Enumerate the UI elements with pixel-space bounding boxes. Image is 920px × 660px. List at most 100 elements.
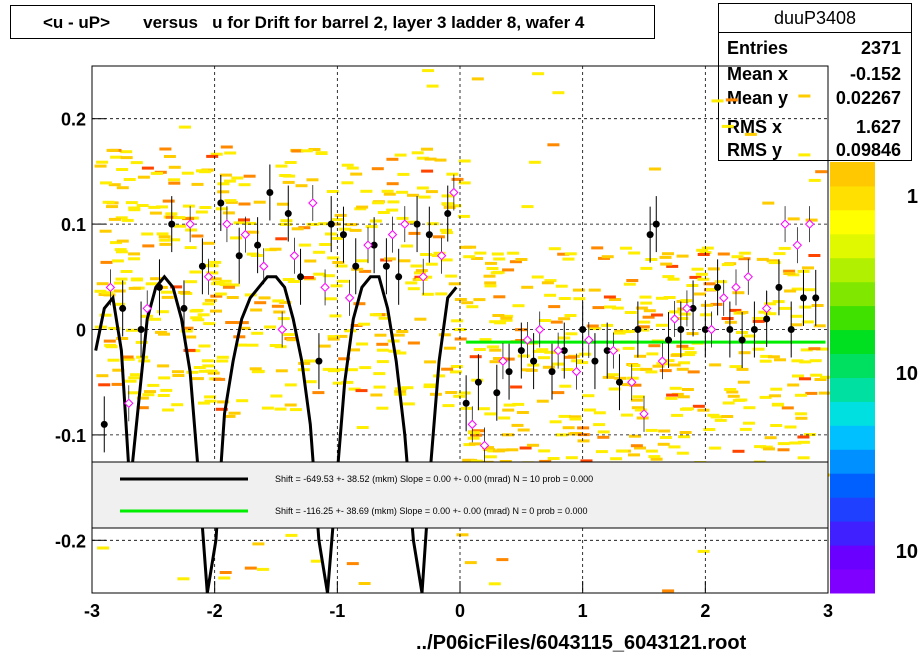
colz-cell (312, 391, 324, 394)
colz-cell (493, 295, 505, 298)
colz-cell (377, 360, 389, 363)
colz-cell (191, 235, 203, 238)
colz-cell (513, 304, 525, 307)
colz-cell (95, 165, 107, 168)
colz-cell (199, 170, 211, 173)
colz-cell (278, 317, 290, 320)
profile-point (530, 358, 537, 365)
colz-cell (697, 409, 709, 412)
colz-cell (702, 247, 714, 250)
colz-cell (372, 201, 384, 204)
colz-cell (198, 313, 210, 316)
colz-cell (401, 386, 413, 389)
colz-cell (538, 449, 550, 452)
colz-cell (806, 219, 818, 222)
colz-cell (217, 356, 229, 359)
colz-cell (122, 219, 134, 222)
colz-cell (808, 347, 820, 350)
colz-cell (223, 286, 235, 289)
colz-cell (721, 415, 733, 418)
colz-cell (107, 149, 119, 152)
colz-cell (610, 457, 622, 460)
colz-cell (313, 251, 325, 254)
colz-cell (335, 214, 347, 217)
colz-cell (738, 381, 750, 384)
colz-cell (199, 206, 211, 209)
colz-cell (162, 409, 174, 412)
profile-point (156, 284, 163, 291)
colz-cell (387, 182, 399, 185)
x-tick-label: 3 (823, 601, 833, 621)
colz-cell (489, 320, 501, 323)
profile-point (751, 326, 758, 333)
colz-cell (96, 161, 108, 164)
colz-cell (772, 403, 784, 406)
colz-cell (218, 577, 230, 580)
colz-cell (489, 582, 501, 585)
colz-cell (682, 407, 694, 410)
colz-cell (461, 301, 473, 304)
colz-cell (626, 279, 638, 282)
colz-cell (220, 571, 232, 574)
colz-cell (565, 332, 577, 335)
colz-cell (759, 311, 771, 314)
colz-cell (517, 411, 529, 414)
colz-cell (815, 170, 827, 173)
colz-cell (441, 368, 453, 371)
colz-cell (492, 253, 504, 256)
open-marker (683, 304, 691, 312)
colz-cell (485, 262, 497, 265)
colz-cell (559, 415, 571, 418)
colz-cell (252, 542, 264, 545)
colz-cell (161, 291, 173, 294)
colz-cell (802, 266, 814, 269)
colz-cell (396, 330, 408, 333)
colz-cell (556, 285, 568, 288)
colz-cell (117, 240, 129, 243)
colz-cell (774, 358, 786, 361)
colz-cell (466, 305, 478, 308)
colz-cell (254, 301, 266, 304)
colz-cell (463, 255, 475, 258)
colz-cell (116, 278, 128, 281)
colz-cell (633, 395, 645, 398)
profile-point (395, 273, 402, 280)
colz-cell (660, 263, 672, 266)
colz-cell (424, 360, 436, 363)
colz-cell (230, 236, 242, 239)
colz-cell (96, 374, 108, 377)
profile-point (518, 347, 525, 354)
colz-cell (356, 389, 368, 392)
colz-cell (185, 280, 197, 283)
colz-cell (285, 161, 297, 164)
colz-cell (174, 225, 186, 228)
colz-cell (478, 407, 490, 410)
colz-cell (515, 258, 527, 261)
colz-cell (715, 280, 727, 283)
colz-cell (792, 375, 804, 378)
colz-cell (645, 258, 657, 261)
x-tick-label: -1 (329, 601, 345, 621)
colz-cell (518, 355, 530, 358)
colz-cell (358, 323, 370, 326)
colz-cell (272, 299, 284, 302)
colz-cell (798, 456, 810, 459)
colz-cell (128, 391, 140, 394)
colz-cell (387, 200, 399, 203)
colz-cell (564, 356, 576, 359)
palette-cell (830, 186, 875, 210)
colz-cell (769, 394, 781, 397)
colz-cell (559, 385, 571, 388)
colz-cell (112, 259, 124, 262)
colz-cell (110, 156, 122, 159)
colz-cell (799, 377, 811, 380)
colz-cell (192, 318, 204, 321)
colz-cell (669, 364, 681, 367)
fit-legend: Shift = -649.53 +- 38.52 (mkm) Slope = 0… (92, 462, 828, 528)
colz-cell (221, 146, 233, 149)
colz-cell (624, 283, 636, 286)
colz-cell (401, 245, 413, 248)
colz-cell (239, 183, 251, 186)
colz-cell (414, 318, 426, 321)
colz-cell (700, 313, 712, 316)
